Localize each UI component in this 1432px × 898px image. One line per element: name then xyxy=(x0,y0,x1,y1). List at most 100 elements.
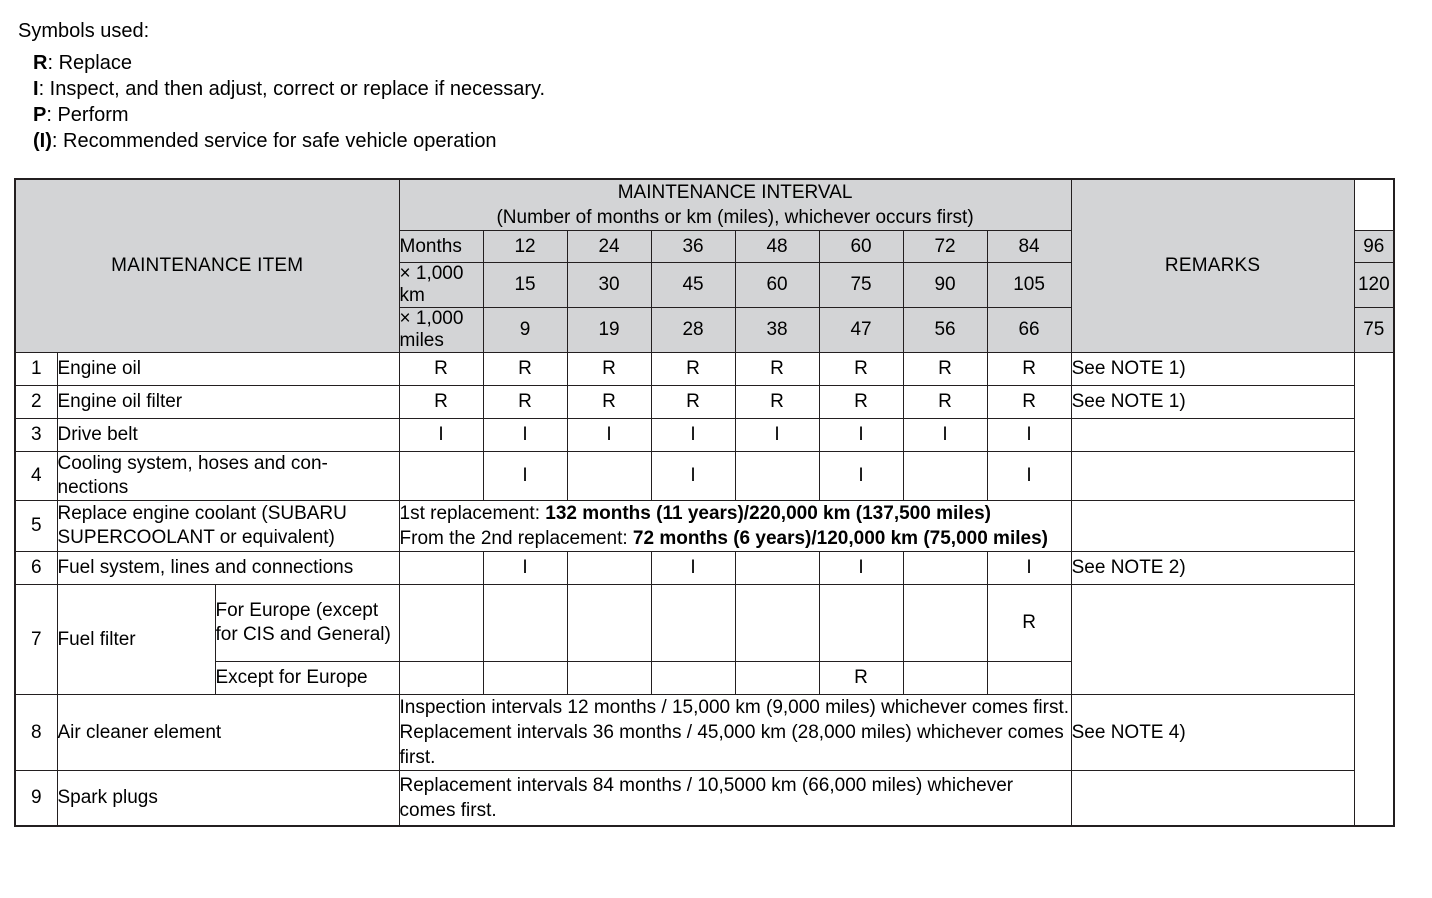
row-number: 1 xyxy=(14,352,58,386)
row-mark: I xyxy=(650,418,736,452)
coolant-second-value: 72 months (6 years)/120,000 km (75,000 m… xyxy=(632,528,1048,549)
row-subitem-label-europe: For Europe (except for CIS and General) xyxy=(214,584,400,662)
row-mark: I xyxy=(398,418,484,452)
row-mark: R xyxy=(650,385,736,419)
header-km-2: 30 xyxy=(566,262,652,308)
header-km-3: 45 xyxy=(650,262,736,308)
header-months-7: 84 xyxy=(986,230,1072,263)
row-mark: R xyxy=(818,661,904,695)
row-mark xyxy=(398,661,484,695)
row-mark: R xyxy=(902,385,988,419)
row-mark xyxy=(650,584,736,662)
row-mark xyxy=(566,451,652,501)
header-label-months: Months xyxy=(398,230,484,263)
table-header-row-months: Months 12 24 36 48 60 72 84 96 xyxy=(15,230,1395,263)
row-mark: R xyxy=(986,385,1072,419)
row-mark: I xyxy=(986,551,1072,585)
symbols-legend: Symbols used: R: Replace I: Inspect, and… xyxy=(18,18,1398,154)
row-mark xyxy=(398,584,484,662)
row-interval-note: Replacement intervals 84 months / 10,500… xyxy=(398,770,1072,827)
coolant-second-label: From the 2nd replacement: xyxy=(399,528,633,549)
table-row: 1 Engine oil R R R R R R R R See NOTE 1) xyxy=(14,352,1394,386)
legend-entry-recommended: (I): Recommended service for safe vehicl… xyxy=(33,128,1398,154)
legend-title: Symbols used: xyxy=(18,20,150,42)
row-mark: I xyxy=(482,418,568,452)
row-mark: I xyxy=(482,551,568,585)
legend-symbol-i: I xyxy=(33,78,39,100)
row-remarks: See NOTE 4) xyxy=(1070,694,1355,771)
header-interval-title: MAINTENANCE INTERVAL xyxy=(617,182,853,203)
header-label-miles: × 1,000 miles xyxy=(398,307,484,353)
row-mark: I xyxy=(650,551,736,585)
row-mark: R xyxy=(986,584,1072,662)
legend-entry-replace: R: Replace xyxy=(33,50,1398,76)
row-mark: I xyxy=(986,451,1072,501)
row-remarks: See NOTE 1) xyxy=(1070,352,1355,386)
row-mark xyxy=(482,584,568,662)
row-mark: R xyxy=(482,385,568,419)
row-interval-note: 1st replacement: 132 months (11 years)/2… xyxy=(398,500,1072,552)
table-header-row-miles: × 1,000 miles 9 19 28 38 47 56 66 75 xyxy=(15,307,1395,353)
table-row: 9 Spark plugs Replacement intervals 84 m… xyxy=(14,770,1394,827)
header-maintenance-interval: MAINTENANCE INTERVAL (Number of months o… xyxy=(398,178,1072,231)
row-mark: I xyxy=(902,418,988,452)
row-number: 8 xyxy=(14,694,58,771)
table-row: 6 Fuel system, lines and connections I I… xyxy=(14,551,1394,585)
row-mark xyxy=(566,551,652,585)
legend-entry-perform: P: Perform xyxy=(33,102,1398,128)
row-mark: R xyxy=(482,352,568,386)
header-miles-1: 9 xyxy=(482,307,568,353)
table-row: 8 Air cleaner element Inspection interva… xyxy=(14,694,1394,771)
row-mark: I xyxy=(734,418,820,452)
header-label-km: × 1,000 km xyxy=(398,262,484,308)
legend-list: R: Replace I: Inspect, and then adjust, … xyxy=(18,50,1398,154)
row-mark: R xyxy=(734,385,820,419)
table-row: 4 Cooling system, hoses and con-nections… xyxy=(14,451,1394,501)
header-months-3: 36 xyxy=(650,230,736,263)
header-miles-7: 66 xyxy=(986,307,1072,353)
row-item-label: Air cleaner element xyxy=(56,694,400,771)
row-mark xyxy=(902,661,988,695)
row-interval-note: Inspection intervals 12 months / 15,000 … xyxy=(398,694,1072,771)
legend-text-i: : Inspect, and then adjust, correct or r… xyxy=(38,78,546,100)
row-mark: R xyxy=(566,385,652,419)
row-mark: I xyxy=(650,451,736,501)
row-item-label: Engine oil xyxy=(56,352,400,386)
row-number: 2 xyxy=(14,385,58,419)
row-mark: I xyxy=(482,451,568,501)
row-mark xyxy=(902,551,988,585)
header-km-6: 90 xyxy=(902,262,988,308)
row-mark xyxy=(902,584,988,662)
row-mark xyxy=(398,451,484,501)
table-row: 3 Drive belt I I I I I I I I xyxy=(14,418,1394,452)
header-months-4: 48 xyxy=(734,230,820,263)
row-mark xyxy=(902,451,988,501)
row-remarks: See NOTE 1) xyxy=(1070,385,1355,419)
header-miles-2: 19 xyxy=(566,307,652,353)
row-mark xyxy=(566,661,652,695)
header-miles-8: 75 xyxy=(1353,307,1395,353)
row-remarks: See NOTE 2) xyxy=(1070,551,1355,585)
header-months-1: 12 xyxy=(482,230,568,263)
row-mark: R xyxy=(818,352,904,386)
header-miles-5: 47 xyxy=(818,307,904,353)
maintenance-schedule-table: MAINTENANCE ITEM MAINTENANCE INTERVAL (N… xyxy=(14,178,1395,827)
legend-text-r: : Replace xyxy=(47,52,132,74)
row-mark xyxy=(566,584,652,662)
row-mark xyxy=(734,661,820,695)
legend-text-p: : Perform xyxy=(46,104,129,126)
legend-symbol-p: P xyxy=(33,104,47,126)
row-number: 7 xyxy=(14,584,58,695)
row-number: 9 xyxy=(14,770,58,827)
row-mark xyxy=(734,584,820,662)
row-subitem-label-non-europe: Except for Europe xyxy=(214,661,400,695)
row-number: 4 xyxy=(14,451,58,501)
row-mark xyxy=(986,661,1072,695)
row-mark xyxy=(734,551,820,585)
row-remarks xyxy=(1070,418,1355,452)
row-item-label: Replace engine coolant (SUBARU SUPERCOOL… xyxy=(56,500,400,552)
row-remarks xyxy=(1070,584,1355,695)
legend-symbol-paren-i: (I) xyxy=(33,130,52,152)
header-months-5: 60 xyxy=(818,230,904,263)
table-row: 5 Replace engine coolant (SUBARU SUPERCO… xyxy=(14,500,1394,552)
